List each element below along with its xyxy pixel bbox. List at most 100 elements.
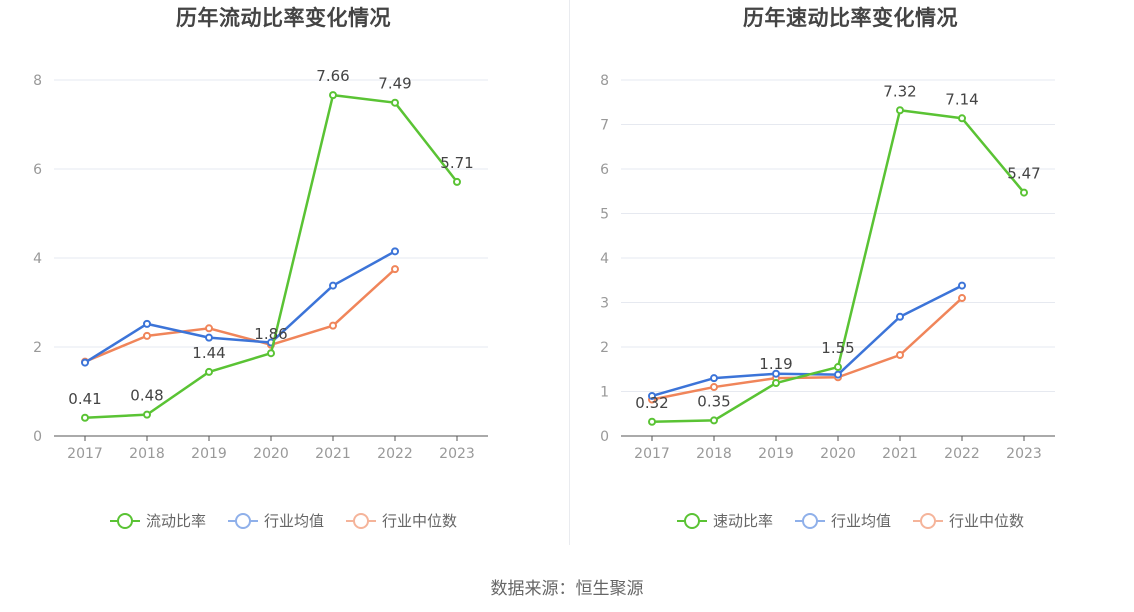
quick-ratio-chart: 0 1 2 3 4 5 6 7 8 2017 2018 2019 2020 2021 2022 2023 0.3… — [600, 73, 1055, 462]
data-point[interactable] — [329, 321, 337, 330]
data-point[interactable] — [772, 369, 780, 378]
data-label: 1.44 — [192, 344, 225, 362]
legend-label: 行业中位数 — [382, 512, 458, 530]
data-point[interactable] — [391, 265, 399, 274]
data-point[interactable] — [143, 331, 151, 340]
y-tick-label: 5 — [600, 207, 609, 223]
data-point[interactable] — [958, 281, 966, 290]
data-point[interactable] — [329, 91, 337, 100]
data-point[interactable] — [648, 391, 656, 400]
data-point[interactable] — [958, 294, 966, 303]
x-tick-label: 2022 — [377, 446, 413, 462]
data-point[interactable] — [896, 106, 904, 115]
legend-label: 速动比率 — [712, 512, 773, 530]
data-point[interactable] — [205, 367, 213, 376]
data-label: 7.49 — [378, 75, 411, 93]
x-tick-label: 2022 — [944, 446, 980, 462]
current-ratio-chart: 0 2 4 6 8 2017 2018 2019 2020 2021 2022 2023 0.41 0.4… — [33, 67, 488, 462]
x-tick-label: 2019 — [191, 446, 227, 462]
y-tick-label: 8 — [33, 73, 42, 89]
data-point[interactable] — [1020, 188, 1028, 197]
data-point[interactable] — [896, 351, 904, 360]
data-point[interactable] — [958, 114, 966, 123]
data-point[interactable] — [391, 247, 399, 256]
x-tick-label: 2023 — [1006, 446, 1042, 462]
legend-item-series-2[interactable]: 行业中位数 — [913, 510, 1024, 531]
legend-label: 流动比率 — [145, 512, 206, 530]
y-tick-label: 3 — [600, 296, 609, 312]
y-tick-label: 2 — [600, 340, 609, 356]
y-tick-label: 6 — [33, 162, 42, 178]
legend-line-circle-icon — [794, 512, 825, 529]
y-tick-label: 0 — [33, 429, 42, 445]
legend-line-circle-icon — [227, 512, 258, 529]
legend-line-circle-icon — [913, 512, 943, 529]
data-point[interactable] — [205, 333, 213, 342]
current-ratio-panel: 历年流动比率变化情况 0 2 4 6 8 2017 2018 2019 2020 2021 2022… — [0, 0, 567, 560]
data-label: 0.32 — [635, 394, 668, 412]
x-tick-label: 2021 — [882, 446, 918, 462]
quick-ratio-panel: 历年速动比率变化情况 0 1 2 3 4 5 6 7 8 2017 2018 2019 2020 2021… — [567, 0, 1134, 560]
data-point[interactable] — [267, 349, 275, 358]
data-label: 0.41 — [68, 390, 101, 408]
data-point[interactable] — [81, 358, 89, 367]
x-tick-label: 2018 — [696, 446, 732, 462]
y-tick-label: 6 — [600, 162, 609, 178]
x-tick-label: 2020 — [820, 446, 856, 462]
data-point[interactable] — [143, 319, 151, 328]
legend-label: 行业均值 — [263, 512, 324, 530]
data-label: 1.86 — [254, 325, 287, 343]
data-point[interactable] — [834, 363, 842, 372]
y-tick-label: 4 — [33, 251, 42, 267]
series-line-1 — [84, 250, 396, 364]
data-point[interactable] — [81, 413, 89, 422]
y-tick-label: 4 — [600, 251, 609, 267]
data-point[interactable] — [710, 416, 718, 425]
data-point[interactable] — [329, 281, 337, 290]
legend-item-series-1[interactable]: 行业均值 — [227, 510, 324, 531]
chart-title: 历年速动比率变化情况 — [743, 6, 958, 30]
y-tick-label: 1 — [600, 385, 609, 401]
data-point[interactable] — [710, 383, 718, 392]
data-label: 0.48 — [130, 387, 163, 405]
data-point[interactable] — [205, 324, 213, 333]
data-point[interactable] — [453, 177, 461, 186]
chart-title: 历年流动比率变化情况 — [176, 6, 391, 30]
data-point[interactable] — [143, 410, 151, 419]
x-tick-label: 2018 — [129, 446, 165, 462]
panel-divider — [569, 0, 570, 545]
data-label: 1.19 — [759, 355, 792, 373]
data-label: 0.35 — [697, 392, 730, 410]
data-point[interactable] — [896, 312, 904, 321]
legend: 流动比率 行业均值 行业中位数 — [0, 510, 567, 531]
data-label: 5.47 — [1007, 165, 1040, 183]
data-point[interactable] — [834, 370, 842, 379]
legend-item-series-2[interactable]: 行业中位数 — [346, 510, 457, 531]
data-label: 7.32 — [883, 82, 916, 100]
data-label: 7.66 — [316, 67, 349, 85]
legend: 速动比率 行业均值 行业中位数 — [567, 510, 1134, 531]
x-tick-label: 2023 — [439, 446, 475, 462]
legend-item-series-1[interactable]: 行业均值 — [794, 510, 891, 531]
y-tick-label: 2 — [33, 340, 42, 356]
legend-line-circle-icon — [346, 512, 376, 529]
legend-label: 行业中位数 — [949, 512, 1025, 530]
data-point[interactable] — [772, 379, 780, 388]
x-tick-label: 2021 — [315, 446, 351, 462]
legend-item-series-0[interactable]: 速动比率 — [676, 510, 773, 531]
data-point[interactable] — [648, 417, 656, 426]
series-line-2 — [84, 268, 396, 363]
legend-item-series-0[interactable]: 流动比率 — [109, 510, 206, 531]
data-point[interactable] — [710, 374, 718, 383]
data-point[interactable] — [391, 98, 399, 107]
legend-label: 行业均值 — [830, 512, 891, 530]
y-tick-label: 0 — [600, 429, 609, 445]
data-label: 7.14 — [945, 90, 978, 108]
legend-line-circle-icon — [109, 512, 140, 529]
legend-line-circle-icon — [676, 512, 707, 529]
data-source-note: 数据来源：恒生聚源 — [490, 579, 644, 599]
series-line-0 — [84, 93, 458, 420]
x-tick-label: 2017 — [67, 446, 103, 462]
y-tick-label: 7 — [600, 118, 609, 134]
data-label: 1.55 — [821, 339, 854, 357]
